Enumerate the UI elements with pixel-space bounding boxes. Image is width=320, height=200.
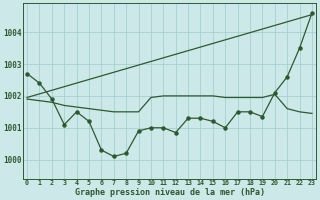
X-axis label: Graphe pression niveau de la mer (hPa): Graphe pression niveau de la mer (hPa) (75, 188, 265, 197)
